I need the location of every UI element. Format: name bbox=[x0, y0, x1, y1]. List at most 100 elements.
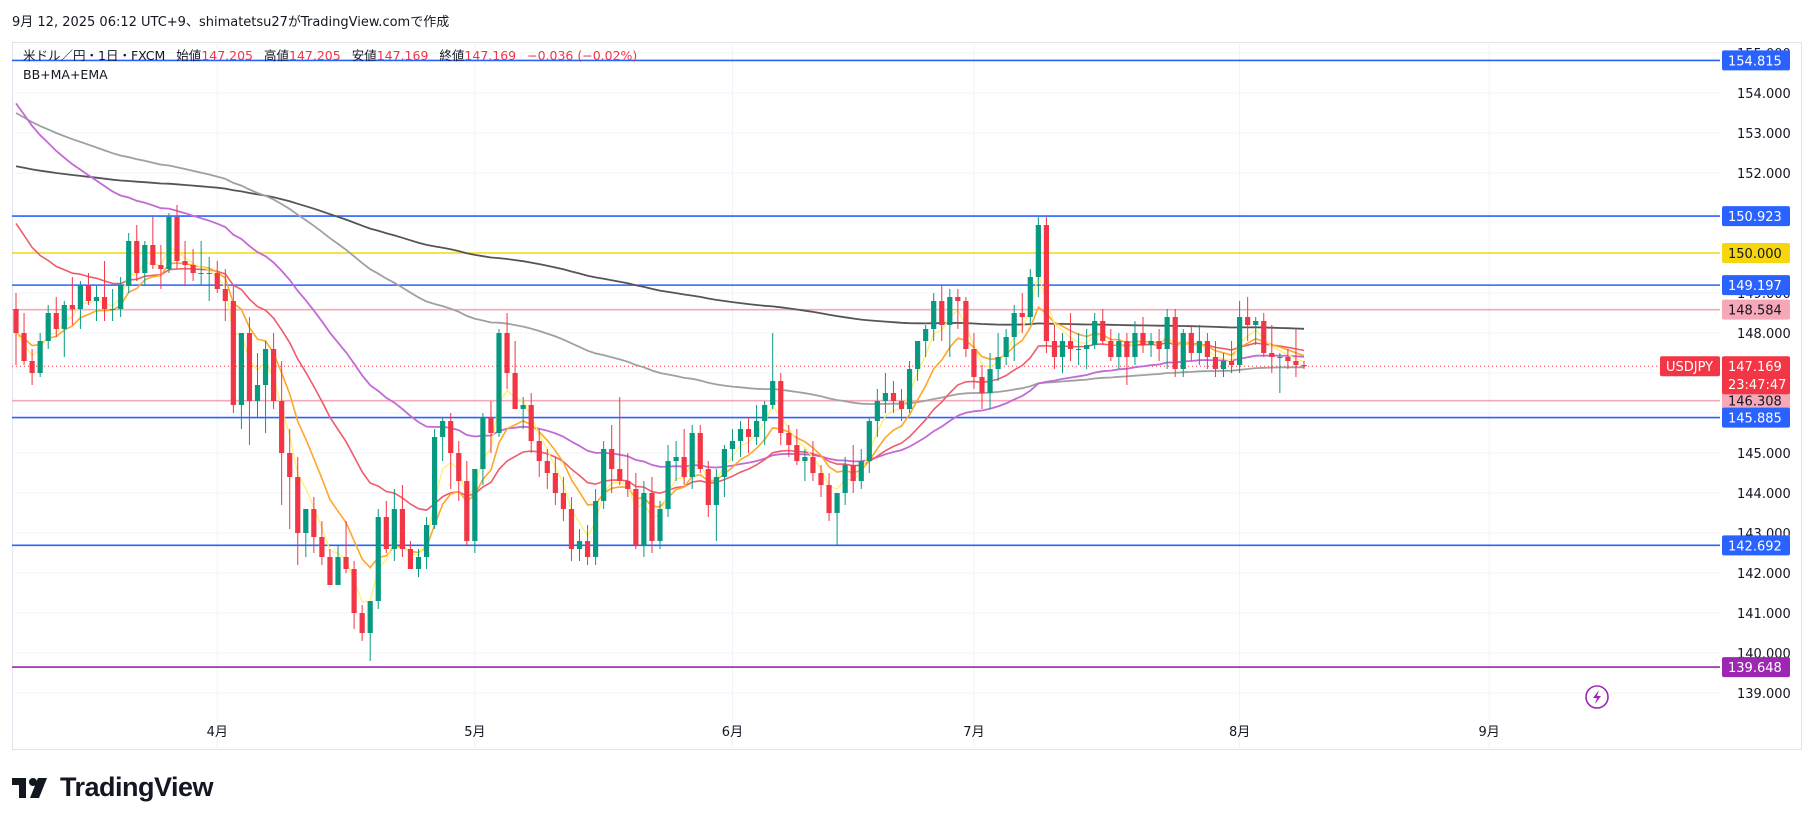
indicator-label[interactable]: BB+MA+EMA bbox=[23, 67, 108, 82]
candle[interactable] bbox=[254, 353, 261, 417]
candle[interactable] bbox=[745, 417, 752, 453]
candle[interactable] bbox=[85, 273, 92, 305]
candle[interactable] bbox=[898, 389, 905, 421]
level-tag[interactable]: 148.584 bbox=[1722, 299, 1790, 320]
candle[interactable] bbox=[1003, 329, 1009, 365]
candle[interactable] bbox=[1164, 309, 1170, 369]
candle[interactable] bbox=[1043, 217, 1049, 353]
candle[interactable] bbox=[214, 261, 220, 293]
candle[interactable] bbox=[617, 397, 623, 485]
candle[interactable] bbox=[150, 217, 156, 269]
candle[interactable] bbox=[1285, 349, 1291, 369]
candle[interactable] bbox=[906, 361, 913, 413]
candle[interactable] bbox=[1059, 333, 1066, 373]
candle[interactable] bbox=[13, 293, 19, 365]
level-tag[interactable]: 139.648 bbox=[1722, 657, 1790, 678]
level-tag[interactable]: 150.000 bbox=[1722, 243, 1790, 263]
candle[interactable] bbox=[110, 289, 116, 321]
candle[interactable] bbox=[923, 325, 929, 357]
candle[interactable] bbox=[810, 441, 816, 481]
candle[interactable] bbox=[1220, 353, 1227, 377]
candle[interactable] bbox=[850, 445, 856, 493]
candle[interactable] bbox=[528, 393, 534, 453]
candle[interactable] bbox=[1084, 329, 1090, 369]
candle[interactable] bbox=[697, 425, 703, 473]
candle[interactable] bbox=[1019, 293, 1025, 333]
current-price-tag[interactable]: USDJPY 147.169 23:47:47 bbox=[1660, 356, 1790, 395]
candle[interactable] bbox=[21, 313, 27, 365]
candle[interactable] bbox=[834, 493, 840, 545]
candle[interactable] bbox=[1148, 333, 1154, 357]
candle[interactable] bbox=[1196, 325, 1202, 365]
candle[interactable] bbox=[1204, 333, 1210, 369]
candle[interactable] bbox=[1100, 309, 1106, 345]
candle[interactable] bbox=[335, 545, 341, 585]
candle[interactable] bbox=[101, 261, 108, 321]
candle[interactable] bbox=[480, 413, 486, 485]
candle[interactable] bbox=[504, 313, 510, 389]
candle[interactable] bbox=[601, 441, 607, 509]
candle[interactable] bbox=[729, 429, 736, 461]
candle[interactable] bbox=[609, 425, 615, 493]
candle[interactable] bbox=[987, 353, 993, 409]
candle[interactable] bbox=[262, 341, 269, 433]
candle[interactable] bbox=[415, 549, 422, 577]
candle[interactable] bbox=[754, 405, 760, 445]
candle[interactable] bbox=[1116, 333, 1122, 369]
candle[interactable] bbox=[1180, 329, 1186, 377]
candle[interactable] bbox=[568, 497, 575, 561]
candle[interactable] bbox=[955, 289, 961, 329]
candle[interactable] bbox=[874, 389, 880, 437]
candle[interactable] bbox=[818, 465, 824, 497]
candle[interactable] bbox=[432, 429, 438, 529]
candle[interactable] bbox=[995, 333, 1001, 381]
candle[interactable] bbox=[166, 213, 172, 273]
candle[interactable] bbox=[375, 509, 381, 609]
candle[interactable] bbox=[1261, 313, 1267, 357]
candle[interactable] bbox=[279, 361, 285, 505]
candle[interactable] bbox=[762, 401, 768, 445]
candle[interactable] bbox=[1212, 341, 1219, 377]
candle[interactable] bbox=[1108, 329, 1114, 361]
candle[interactable] bbox=[174, 205, 180, 269]
candle[interactable] bbox=[778, 373, 784, 445]
candle[interactable] bbox=[190, 249, 196, 281]
candle[interactable] bbox=[472, 469, 478, 553]
candle[interactable] bbox=[584, 525, 591, 565]
candle[interactable] bbox=[649, 477, 655, 553]
candle[interactable] bbox=[118, 277, 124, 317]
candle[interactable] bbox=[737, 421, 744, 457]
candle[interactable] bbox=[931, 293, 937, 341]
candle[interactable] bbox=[93, 285, 100, 321]
candle[interactable] bbox=[915, 341, 921, 381]
candle[interactable] bbox=[1051, 325, 1058, 369]
candle[interactable] bbox=[1076, 333, 1082, 365]
candle[interactable] bbox=[633, 473, 639, 549]
candle[interactable] bbox=[794, 429, 800, 465]
candle[interactable] bbox=[182, 241, 188, 285]
brand[interactable]: TradingView bbox=[12, 772, 214, 803]
candle[interactable] bbox=[1245, 297, 1251, 341]
candle[interactable] bbox=[1301, 361, 1307, 369]
level-tag[interactable]: 150.923 bbox=[1722, 206, 1790, 227]
candle[interactable] bbox=[520, 397, 526, 429]
candle[interactable] bbox=[1269, 325, 1275, 373]
level-tag[interactable]: 149.197 bbox=[1722, 275, 1790, 296]
level-tag[interactable]: 145.885 bbox=[1722, 407, 1790, 428]
candle[interactable] bbox=[826, 473, 832, 521]
candle[interactable] bbox=[423, 517, 430, 569]
candle[interactable] bbox=[665, 445, 671, 517]
candle[interactable] bbox=[134, 225, 140, 281]
candle[interactable] bbox=[1253, 317, 1259, 345]
candle[interactable] bbox=[560, 477, 566, 521]
candle[interactable] bbox=[496, 329, 502, 437]
candle[interactable] bbox=[882, 373, 888, 413]
candle[interactable] bbox=[230, 285, 236, 413]
level-tag[interactable]: 146.308 bbox=[1722, 390, 1790, 411]
candle[interactable] bbox=[641, 481, 647, 557]
candle[interactable] bbox=[206, 257, 212, 301]
candle[interactable] bbox=[625, 453, 631, 497]
candle[interactable] bbox=[721, 445, 727, 497]
candle[interactable] bbox=[126, 233, 132, 293]
candle[interactable] bbox=[1011, 305, 1017, 361]
